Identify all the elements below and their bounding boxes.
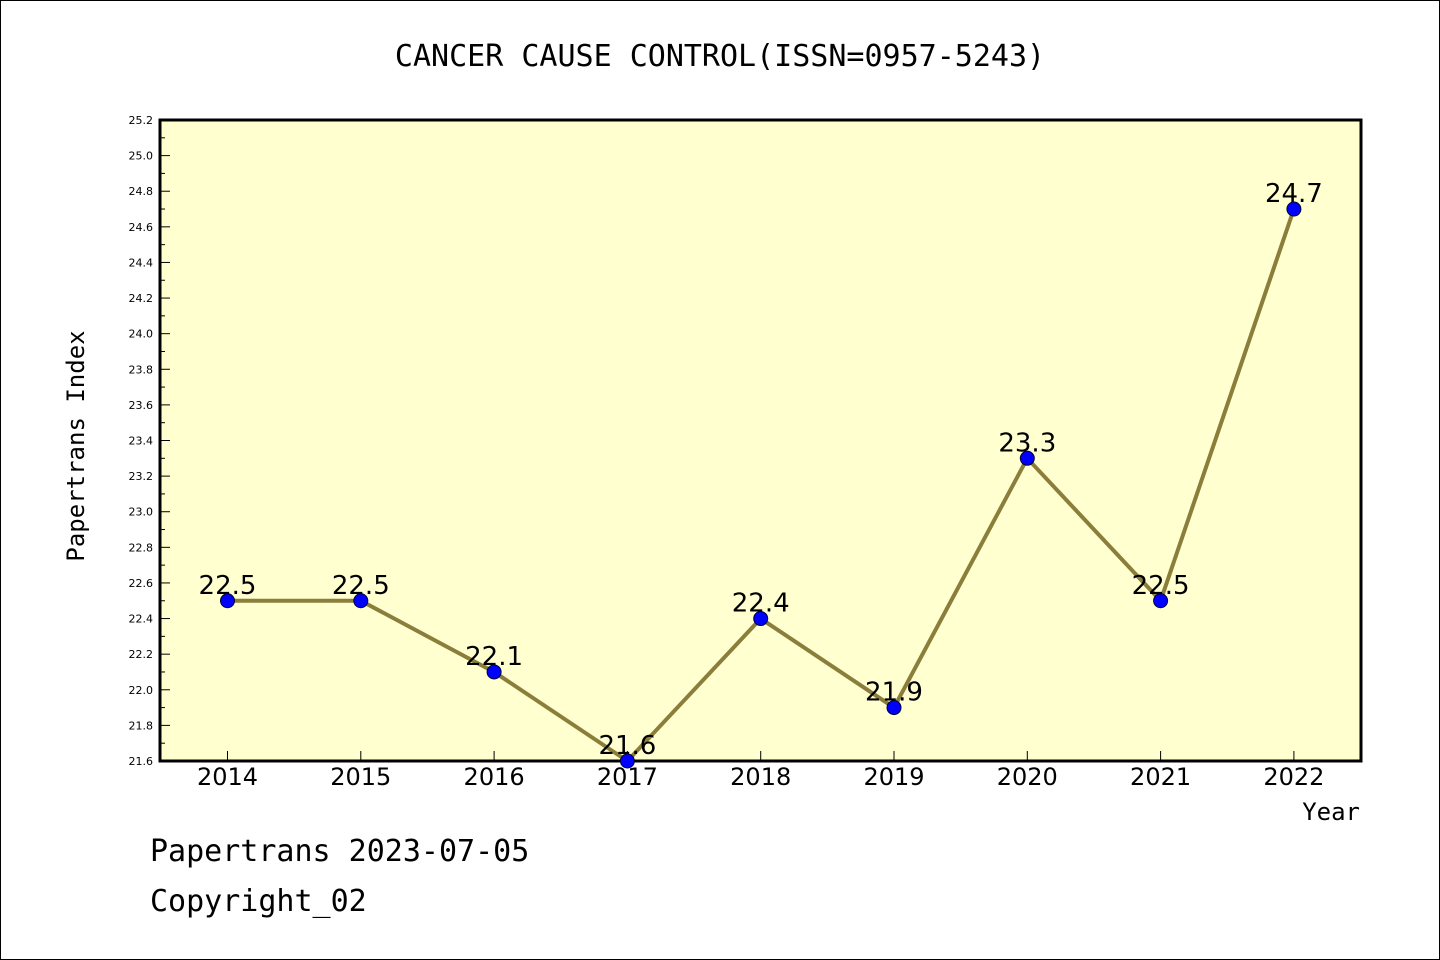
x-tick-label: 2019 [863,763,924,791]
y-tick-label: 21.8 [129,719,154,732]
y-tick-label: 24.8 [129,185,154,198]
y-tick-label: 23.2 [129,470,154,483]
x-tick-label: 2018 [730,763,791,791]
x-tick-label: 2022 [1263,763,1324,791]
data-label: 21.9 [865,678,923,708]
x-axis-label: Year [1302,798,1360,826]
y-tick-label: 24.6 [129,221,154,234]
data-points [220,201,1302,769]
data-point [220,593,235,609]
footer-copyright: Copyright_02 [150,884,367,919]
data-point [753,611,769,627]
data-label: 22.4 [732,589,790,619]
data-label: 24.7 [1265,179,1323,209]
data-labels: 22.5 22.5 22.1 21.6 22.4 21.9 23.3 22.5 24.7 [199,179,1323,761]
y-tick-label: 24.4 [129,256,154,269]
y-tick-label: 25.2 [129,114,154,127]
y-tick-label: 23.6 [129,399,154,412]
x-tick-label: 2015 [330,763,391,791]
y-tick-label: 21.6 [129,755,154,768]
plot-area [158,118,1363,763]
y-tick-label: 24.2 [129,292,154,305]
data-label: 22.5 [332,571,390,601]
data-point [619,753,635,769]
y-tick-label: 23.0 [129,506,154,519]
y-tick-label: 22.6 [129,577,154,590]
x-tick-label: 2016 [464,763,525,791]
data-label: 22.5 [199,571,257,601]
data-label: 21.6 [598,731,656,761]
y-tick-label: 24.0 [129,328,154,341]
y-tick-label: 25.0 [129,150,154,163]
x-tick-label: 2014 [197,763,258,791]
footer-date: Papertrans 2023-07-05 [150,834,530,869]
data-point [1019,450,1035,466]
x-tick-label: 2021 [1130,763,1191,791]
x-tick-label: 2020 [997,763,1058,791]
y-tick-label: 22.4 [129,613,154,626]
y-tick-label: 22.2 [129,648,154,661]
data-point [353,593,369,609]
data-label: 23.3 [998,428,1056,458]
data-point [1153,593,1169,609]
y-tick-label: 22.0 [129,684,154,697]
y-tick-label: 23.4 [129,435,154,448]
y-tick-label: 23.8 [129,363,154,376]
data-point [886,700,902,716]
data-point [486,664,502,680]
chart-title: CANCER CAUSE CONTROL(ISSN=0957-5243) [395,39,1045,74]
data-label: 22.1 [465,642,523,672]
y-axis-label: Papertrans Index [62,330,90,561]
data-point [1286,201,1302,217]
y-tick-label: 22.8 [129,541,154,554]
data-label: 22.5 [1132,571,1190,601]
y-axis-ticks: 21.6 21.8 22.0 22.2 22.4 22.6 22.8 23.0 23.2 23.4… [129,114,170,768]
